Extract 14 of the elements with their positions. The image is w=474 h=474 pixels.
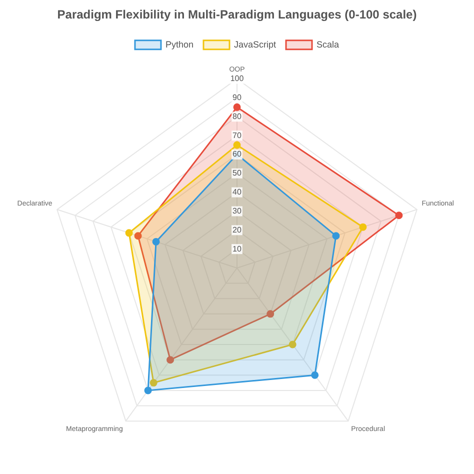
chart-title: Paradigm Flexibility in Multi-Paradigm Languages (0-100 scale): [57, 8, 417, 22]
y-tick-label: 20: [232, 225, 242, 234]
y-tick-label: 100: [230, 74, 244, 84]
y-tick-label: 10: [232, 244, 242, 254]
y-tick-label: 40: [232, 188, 242, 197]
y-tick-label: 70: [232, 130, 242, 140]
y-tick-label: 80: [232, 112, 242, 121]
y-tick-label: 60: [232, 150, 242, 159]
y-tick-label: 90: [232, 92, 242, 102]
legend-label: JavaScript: [234, 39, 277, 50]
y-tick-label: 50: [232, 168, 242, 178]
legend-label: Python: [165, 39, 194, 50]
legend-label: Scala: [316, 39, 340, 50]
y-tick-label: 30: [232, 206, 242, 216]
